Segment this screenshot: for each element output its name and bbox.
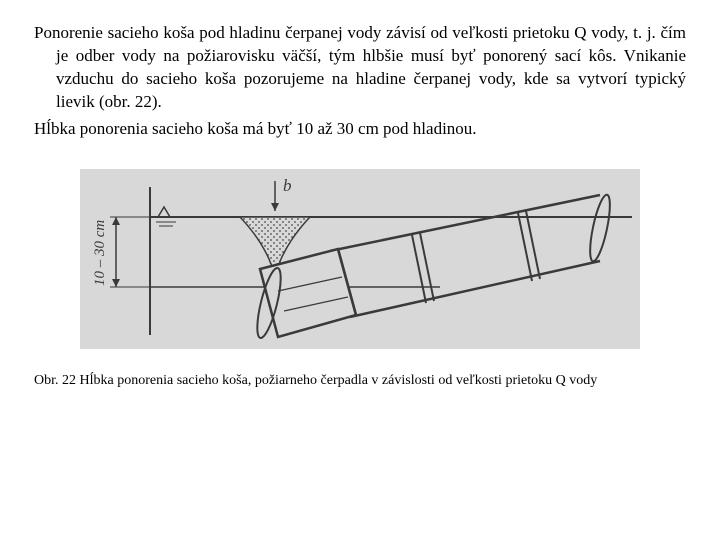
figure-caption: Obr. 22 Hĺbka ponorenia sacieho koša, po… [34, 373, 686, 389]
diagram-svg: 10 – 30 cm b [80, 169, 640, 349]
figure-container: 10 – 30 cm b [34, 169, 686, 349]
paragraph-1: Ponorenie sacieho koša pod hladinu čerpa… [34, 22, 686, 114]
svg-text:10 – 30 cm: 10 – 30 cm [92, 219, 108, 285]
paragraph-2: Hĺbka ponorenia sacieho koša má byť 10 a… [34, 118, 686, 141]
svg-text:b: b [283, 176, 292, 195]
figure-diagram: 10 – 30 cm b [80, 169, 640, 349]
